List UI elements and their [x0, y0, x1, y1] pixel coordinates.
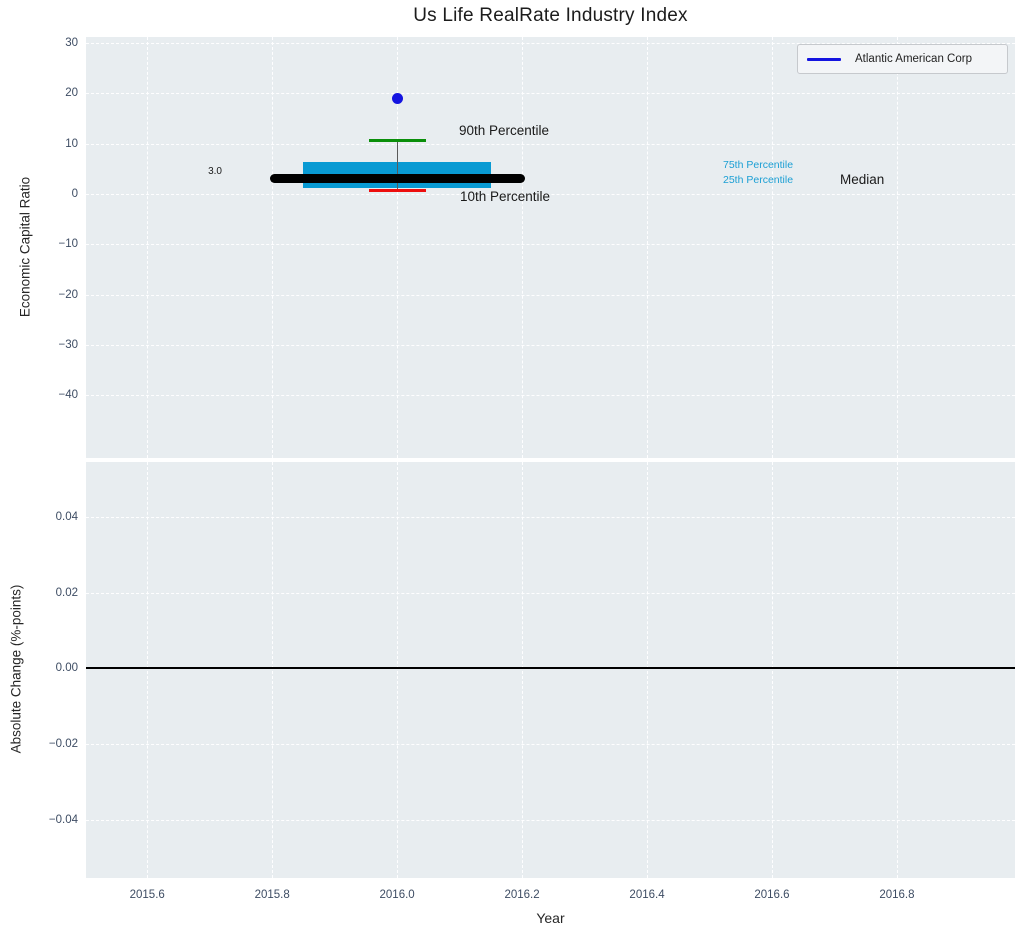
- gridline: [86, 395, 1015, 397]
- xtick-label: 2016.4: [629, 889, 665, 901]
- gridline: [647, 37, 649, 458]
- legend-line-icon: [807, 57, 841, 61]
- median-line: [269, 174, 526, 184]
- annotation-90th-percentile: 90th Percentile: [459, 123, 550, 138]
- gridline: [147, 462, 149, 878]
- chart-title: Us Life RealRate Industry Index: [413, 5, 688, 26]
- gridline: [86, 516, 1015, 518]
- xtick-label: 2016.0: [379, 889, 415, 901]
- gridline: [896, 462, 898, 878]
- ytick-label: −0.02: [48, 738, 78, 751]
- bottom-plot-area: [86, 462, 1015, 878]
- xtick-label: 2015.6: [129, 889, 165, 901]
- gridline: [771, 37, 773, 458]
- x-axis-label: Year: [536, 910, 565, 926]
- gridline: [86, 43, 1015, 45]
- gridline: [86, 294, 1015, 296]
- ytick-label: 0.00: [55, 662, 78, 675]
- gridline: [86, 820, 1015, 822]
- xtick-label: 2016.6: [754, 889, 790, 901]
- ytick-label: 0.02: [55, 586, 78, 599]
- ytick-label: 30: [65, 37, 78, 50]
- ytick-label: −30: [58, 338, 78, 351]
- xtick-label: 2016.8: [879, 889, 915, 901]
- gridline: [771, 462, 773, 878]
- gridline: [522, 462, 524, 878]
- whisker-cap-90: [369, 139, 426, 143]
- legend: Atlantic American Corp: [797, 44, 1008, 74]
- gridline: [86, 344, 1015, 346]
- ytick-label: −40: [58, 389, 78, 402]
- gridline: [397, 37, 399, 458]
- annotation-10th-percentile: 10th Percentile: [460, 189, 551, 204]
- median-value-label: 3.0: [208, 166, 222, 177]
- ytick-label: 20: [65, 87, 78, 100]
- outlier-dot: [391, 92, 403, 104]
- ytick-label: 0.04: [55, 510, 78, 523]
- gridline: [86, 143, 1015, 145]
- xtick-label: 2016.2: [504, 889, 540, 901]
- ytick-label: −10: [58, 238, 78, 251]
- gridline: [272, 462, 274, 878]
- whisker-line: [397, 140, 399, 191]
- gridline: [86, 592, 1015, 594]
- zero-line: [86, 667, 1015, 670]
- ytick-label: −0.04: [48, 814, 78, 827]
- gridline: [397, 462, 399, 878]
- ytick-label: 10: [65, 137, 78, 150]
- annotation-25th-percentile: 25th Percentile: [723, 174, 794, 186]
- gridline: [896, 37, 898, 458]
- gridline: [86, 93, 1015, 95]
- top-plot-area: [86, 37, 1015, 458]
- xtick-label: 2015.8: [254, 889, 290, 901]
- gridline: [522, 37, 524, 458]
- ytick-label: −20: [58, 288, 78, 301]
- gridline: [647, 462, 649, 878]
- gridline: [86, 744, 1015, 746]
- annotation-75th-percentile: 75th Percentile: [723, 159, 794, 171]
- annotation-median: Median: [840, 172, 885, 187]
- gridline: [272, 37, 274, 458]
- gridline: [147, 37, 149, 458]
- gridline: [86, 193, 1015, 195]
- legend-label: Atlantic American Corp: [855, 53, 972, 65]
- whisker-cap-10: [369, 188, 426, 192]
- gridline: [86, 244, 1015, 246]
- ytick-label: 0: [71, 187, 78, 200]
